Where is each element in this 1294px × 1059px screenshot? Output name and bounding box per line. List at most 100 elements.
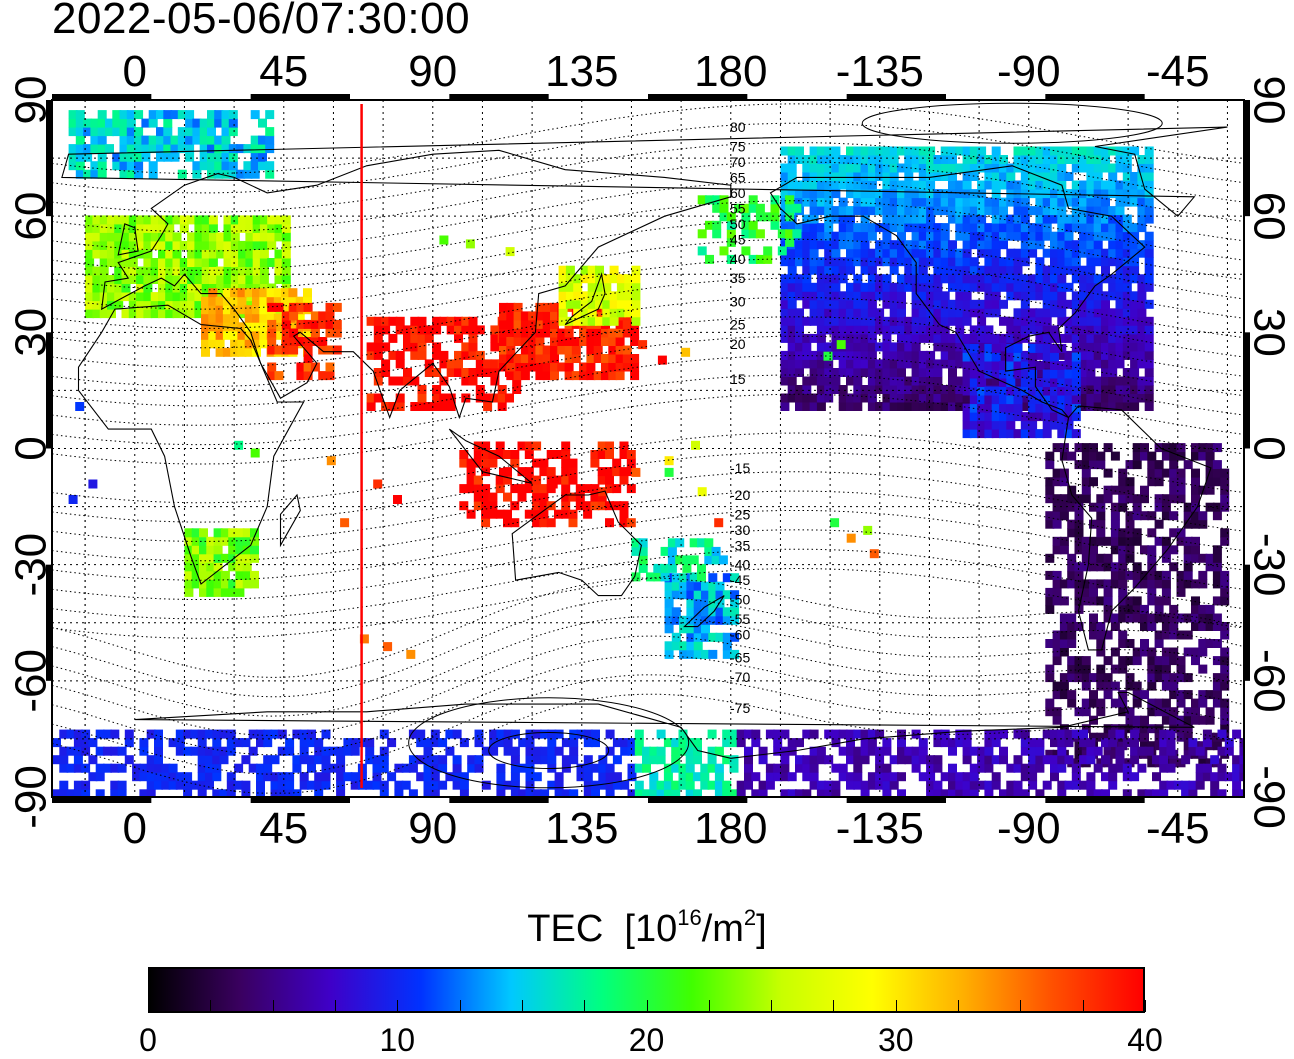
tec-cell xyxy=(1103,596,1113,606)
tec-cell xyxy=(1132,604,1142,614)
tec-cell xyxy=(1086,146,1096,156)
tec-cell xyxy=(962,206,972,216)
tec-cell xyxy=(230,240,240,250)
tec-cell xyxy=(1154,613,1164,623)
tec-cell xyxy=(1115,308,1125,318)
tec-cell xyxy=(867,197,877,207)
tec-cell xyxy=(1045,511,1055,521)
axis-tick-group: 0 45 90 135 180 -135 -90 -450 45 90 135 180 -135 -90-… xyxy=(7,47,1294,853)
tec-cell xyxy=(1118,502,1128,512)
tec-cell xyxy=(532,501,542,511)
tec-cell xyxy=(1198,698,1208,708)
tec-cell xyxy=(1212,477,1222,487)
tec-cell xyxy=(1035,231,1045,241)
tec-cell xyxy=(325,328,335,338)
tec-cell xyxy=(969,257,979,267)
tec-cell xyxy=(955,359,965,369)
tec-cell xyxy=(722,573,732,583)
tec-cell xyxy=(955,308,965,318)
tec-cell xyxy=(1093,291,1103,301)
tec-cell xyxy=(1205,451,1215,461)
tec-cell xyxy=(955,146,965,156)
tec-cell xyxy=(809,376,819,386)
tec-cell xyxy=(406,649,416,659)
tec-cell xyxy=(1081,545,1091,555)
tec-cell xyxy=(846,738,855,748)
tec-cell xyxy=(1115,223,1125,233)
tec-cell xyxy=(608,337,618,346)
tec-cell xyxy=(918,350,928,360)
tec-cell xyxy=(809,282,819,292)
tec-cell xyxy=(1115,240,1125,250)
tec-cell xyxy=(579,328,589,338)
tec-cell xyxy=(831,738,841,748)
tec-cell xyxy=(1093,308,1103,318)
tec-cell xyxy=(616,274,626,284)
tec-cell xyxy=(1154,707,1164,717)
tec-cell xyxy=(213,528,223,538)
tec-cell xyxy=(296,319,306,329)
tec-cell xyxy=(325,302,335,312)
tec-cell xyxy=(955,385,965,394)
tec-cell xyxy=(999,265,1008,275)
contour-label: -70 xyxy=(730,669,750,685)
tec-cell xyxy=(1064,420,1074,430)
tec-cell xyxy=(1118,724,1128,734)
tec-cell xyxy=(940,146,950,156)
tec-cell xyxy=(267,345,277,355)
tec-cell xyxy=(1064,265,1074,275)
tec-cell xyxy=(1110,562,1120,572)
tec-cell xyxy=(117,789,127,797)
tec-cell xyxy=(605,746,615,756)
tec-cell xyxy=(969,325,979,335)
tec-cell xyxy=(1089,553,1098,563)
tec-cell xyxy=(281,345,291,355)
tec-cell xyxy=(520,362,530,372)
tec-cell xyxy=(1020,257,1030,267)
tec-cell xyxy=(897,214,906,224)
tec-cell xyxy=(503,492,512,502)
tec-cell xyxy=(1110,698,1120,708)
tec-cell xyxy=(1006,180,1016,190)
tec-cell xyxy=(802,265,812,275)
tec-cell xyxy=(904,316,914,326)
tec-cell xyxy=(136,232,146,242)
tec-cell xyxy=(955,738,965,748)
tec-cell xyxy=(114,232,124,242)
tec-cell xyxy=(634,729,644,739)
tec-cell xyxy=(1035,316,1045,326)
tec-cell xyxy=(1110,519,1120,529)
tec-cell xyxy=(1074,596,1084,606)
tec-cell xyxy=(220,570,230,580)
tec-cell xyxy=(911,729,921,739)
tec-cell xyxy=(438,763,448,773)
tec-cell xyxy=(712,229,722,239)
tec-cell xyxy=(831,155,841,164)
tec-cell xyxy=(1006,274,1016,284)
tec-cell xyxy=(787,342,797,352)
tec-cell xyxy=(926,333,936,343)
tec-cell xyxy=(1089,460,1098,470)
tec-cell xyxy=(897,738,906,748)
tec-cell xyxy=(1224,738,1234,748)
tec-cell xyxy=(191,579,201,589)
tec-cell xyxy=(1042,172,1052,181)
tec-cell xyxy=(1035,429,1045,439)
tec-cell xyxy=(1028,206,1038,216)
tec-cell xyxy=(1059,724,1069,734)
tec-cell xyxy=(1086,155,1096,164)
tec-cell xyxy=(535,337,545,346)
tec-cell xyxy=(274,302,284,312)
tec-cell xyxy=(631,538,641,548)
tec-cell xyxy=(1115,265,1125,275)
tec-cell xyxy=(1154,596,1164,606)
tec-cell xyxy=(1074,673,1084,683)
tec-cell xyxy=(642,763,651,773)
tec-cell xyxy=(1191,707,1200,717)
tec-cell xyxy=(631,265,641,275)
tec-cell xyxy=(587,316,597,326)
tec-cell xyxy=(867,291,877,301)
tec-cell xyxy=(1183,460,1193,470)
tec-cell xyxy=(1137,342,1147,352)
tec-cell xyxy=(571,371,581,381)
